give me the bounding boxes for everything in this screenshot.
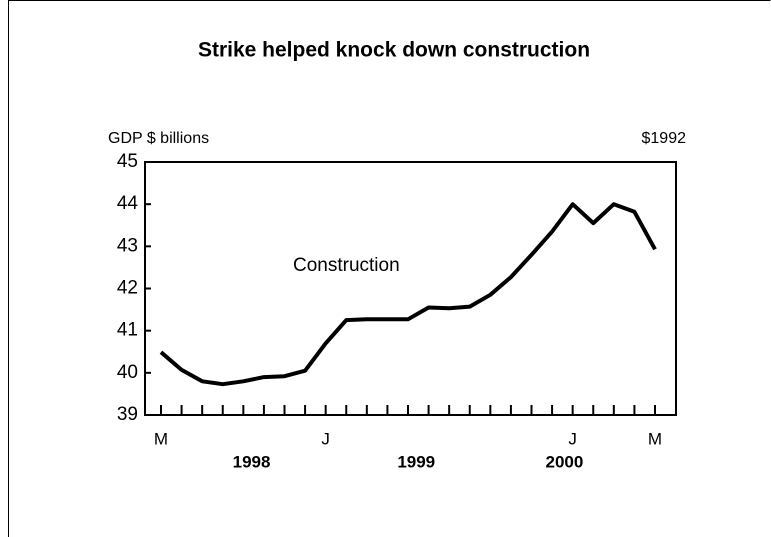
y-tick-label: 45 (117, 151, 138, 172)
x-tick-label: M (648, 429, 662, 448)
frame (8, 0, 771, 537)
x-tick-label: J (568, 429, 577, 448)
series-line (159, 202, 657, 387)
x-tick-label: J (321, 429, 330, 448)
y-axis-label: GDP $ billions (108, 130, 209, 147)
y-tick-label: 40 (117, 362, 138, 383)
year-label: 1999 (397, 452, 435, 471)
y-tick-label: 44 (117, 193, 139, 214)
y-tick-label: 42 (117, 278, 138, 299)
year-label: 1998 (233, 452, 271, 471)
y-tick-label: 41 (117, 320, 138, 341)
chart-title: Strike helped knock down construction (198, 39, 590, 62)
year-label: 2000 (546, 452, 584, 471)
x-tick-label: M (154, 429, 168, 448)
y-tick-label: 39 (117, 404, 138, 425)
y-tick-label: 43 (117, 235, 138, 256)
plot-frame (144, 161, 677, 416)
series-annotation: Construction (293, 255, 400, 276)
unit-note: $1992 (642, 130, 687, 147)
